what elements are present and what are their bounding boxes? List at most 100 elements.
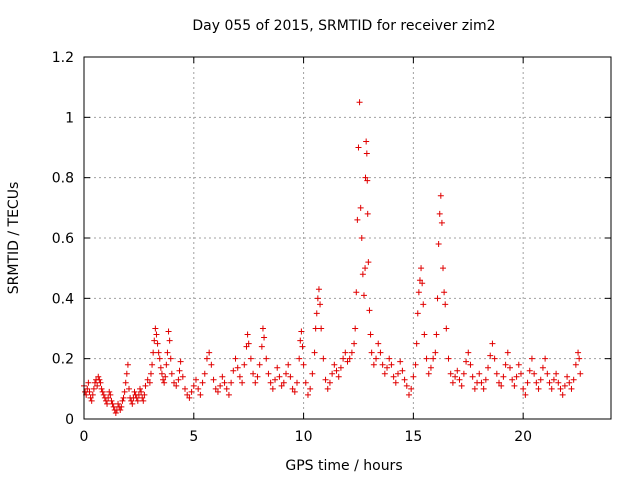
data-point <box>97 379 104 386</box>
grid-layer <box>84 57 611 419</box>
data-point <box>166 337 173 344</box>
data-point <box>368 349 375 356</box>
data-point <box>458 382 465 389</box>
data-point <box>190 382 197 389</box>
data-point <box>314 295 321 302</box>
data-point <box>89 391 96 398</box>
data-point <box>110 403 117 410</box>
data-point <box>109 400 116 407</box>
data-point <box>84 385 91 392</box>
data-point <box>88 397 95 404</box>
y-tick-label: 0 <box>65 412 74 428</box>
data-point <box>228 379 235 386</box>
y-tick-label: 1 <box>65 110 74 126</box>
data-point <box>106 388 113 395</box>
data-point <box>96 376 103 383</box>
plot-frame <box>83 56 612 420</box>
data-point <box>362 265 369 272</box>
data-point <box>150 349 157 356</box>
data-point <box>435 241 442 248</box>
data-point <box>416 277 423 284</box>
data-point <box>520 385 527 392</box>
data-point <box>212 385 219 392</box>
data-point <box>309 370 316 377</box>
data-point <box>363 138 370 145</box>
data-point <box>557 385 564 392</box>
data-point <box>122 379 129 386</box>
data-point <box>513 373 520 380</box>
data-point <box>167 355 174 362</box>
data-point <box>278 382 285 389</box>
data-point <box>156 355 163 362</box>
y-tick-label: 0.6 <box>52 231 74 247</box>
data-point <box>363 150 370 157</box>
data-point <box>300 361 307 368</box>
data-point <box>370 361 377 368</box>
data-point <box>247 355 254 362</box>
data-point <box>100 391 107 398</box>
data-point <box>197 391 204 398</box>
axis-layer: 0 0.2 0.4 0.6 0.8 1 1.2 0 5 10 15 20 <box>52 50 611 445</box>
data-point <box>318 325 325 332</box>
data-point <box>342 349 349 356</box>
data-point <box>576 355 583 362</box>
data-point <box>436 210 443 217</box>
data-point <box>437 192 444 199</box>
y-axis-label: SRMTID / TECUs <box>6 182 22 295</box>
data-point <box>239 379 246 386</box>
data-point <box>548 385 555 392</box>
data-point <box>94 382 101 389</box>
data-point <box>441 289 448 296</box>
data-point <box>410 373 417 380</box>
data-point <box>454 367 461 374</box>
data-point <box>258 343 265 350</box>
data-point <box>161 379 168 386</box>
data-point <box>335 373 342 380</box>
data-point <box>291 388 298 395</box>
data-point <box>164 349 171 356</box>
data-point <box>250 370 257 377</box>
data-point <box>223 385 230 392</box>
data-point <box>124 361 131 368</box>
data-point <box>146 379 153 386</box>
data-point <box>259 325 266 332</box>
data-point <box>129 400 136 407</box>
data-point <box>413 340 420 347</box>
data-point <box>313 310 320 317</box>
data-point <box>126 385 133 392</box>
data-point <box>210 376 217 383</box>
x-tick-label: 10 <box>295 429 313 445</box>
data-point <box>108 397 115 404</box>
data-point <box>254 373 261 380</box>
data-point <box>367 331 374 338</box>
data-point <box>315 286 322 293</box>
data-point <box>99 388 106 395</box>
data-point <box>105 394 112 401</box>
data-point <box>539 364 546 371</box>
data-point <box>546 379 553 386</box>
data-point <box>358 235 365 241</box>
data-point <box>115 400 122 407</box>
data-point <box>320 355 327 362</box>
data-point <box>443 325 450 332</box>
data-point <box>252 379 259 386</box>
data-point <box>355 144 362 151</box>
data-point <box>414 310 421 317</box>
data-point <box>329 370 336 377</box>
data-point <box>326 379 333 386</box>
data-point <box>311 349 318 356</box>
data-point <box>568 385 575 392</box>
data-point <box>331 361 338 368</box>
data-point <box>351 340 358 347</box>
data-point <box>577 370 584 377</box>
data-point <box>272 376 279 383</box>
data-point <box>123 370 130 377</box>
data-point <box>296 355 303 362</box>
data-point <box>408 385 415 392</box>
data-point <box>561 382 568 389</box>
data-point <box>449 379 456 386</box>
data-point <box>152 325 159 332</box>
data-point <box>348 349 355 356</box>
data-point <box>528 355 535 362</box>
data-point <box>445 355 452 362</box>
